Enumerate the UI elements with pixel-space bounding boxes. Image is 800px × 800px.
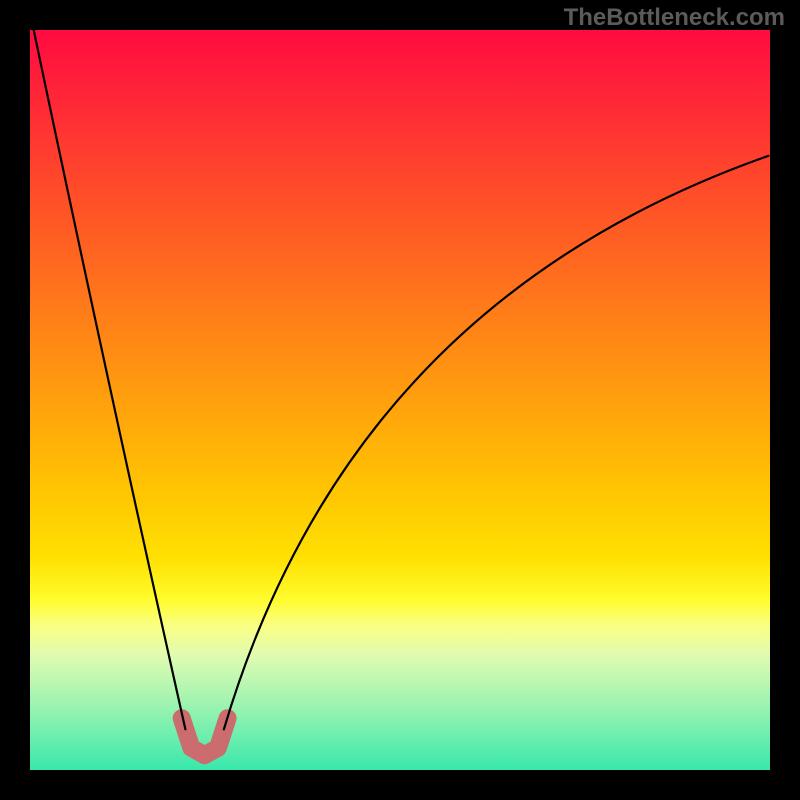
gradient-background bbox=[30, 30, 770, 770]
chart-svg bbox=[30, 30, 770, 770]
chart-frame: TheBottleneck.com bbox=[0, 0, 800, 800]
plot-area bbox=[30, 30, 770, 770]
watermark-text: TheBottleneck.com bbox=[564, 4, 785, 32]
